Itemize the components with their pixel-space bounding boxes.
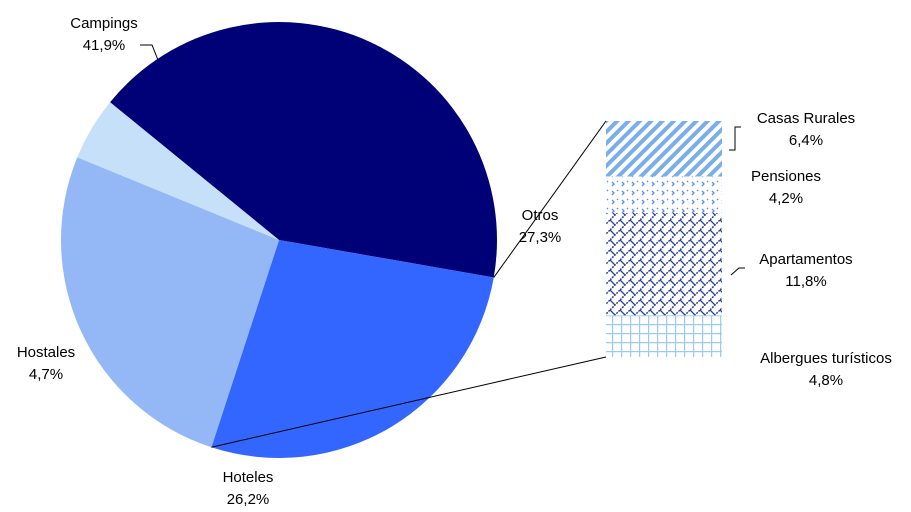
pie-slice-otros <box>211 240 494 459</box>
pie-slice-hoteles <box>60 157 279 448</box>
value-albergues: 4,8% <box>809 372 843 389</box>
value-hostales: 4,7% <box>29 366 63 383</box>
label-apartamentos: Apartamentos <box>759 251 852 268</box>
label-albergues: Albergues turísticos <box>760 350 892 367</box>
bar-segment-apartamentos <box>606 212 722 316</box>
connector-lines <box>211 120 607 448</box>
value-casas-rurales: 6,4% <box>789 132 823 149</box>
value-campings: 41,9% <box>83 37 126 54</box>
pie-slice-campings <box>110 22 497 278</box>
bar-segment-casas-rurales <box>606 121 722 177</box>
bar-segment-albergues <box>606 315 722 357</box>
connector-top <box>493 120 607 278</box>
pie-slice-hostales <box>77 102 279 240</box>
value-apartamentos: 11,8% <box>785 273 826 290</box>
label-hostales: Hostales <box>17 344 75 361</box>
value-otros: 27,3% <box>519 229 562 246</box>
label-hoteles: Hoteles <box>223 469 274 486</box>
pie-slices <box>60 22 497 459</box>
label-campings: Campings <box>70 15 138 32</box>
leader-casas-rurales <box>729 126 741 151</box>
label-pensiones: Pensiones <box>751 168 821 185</box>
bar-segments <box>606 121 722 357</box>
bar-segment-pensiones <box>606 176 722 213</box>
connector-bottom <box>211 356 607 448</box>
label-otros: Otros <box>522 207 559 224</box>
value-pensiones: 4,2% <box>769 190 803 207</box>
leader-campings <box>140 44 159 61</box>
value-hoteles: 26,2% <box>227 491 270 508</box>
leader-apartamentos <box>730 267 745 276</box>
label-casas-rurales: Casas Rurales <box>757 110 855 127</box>
